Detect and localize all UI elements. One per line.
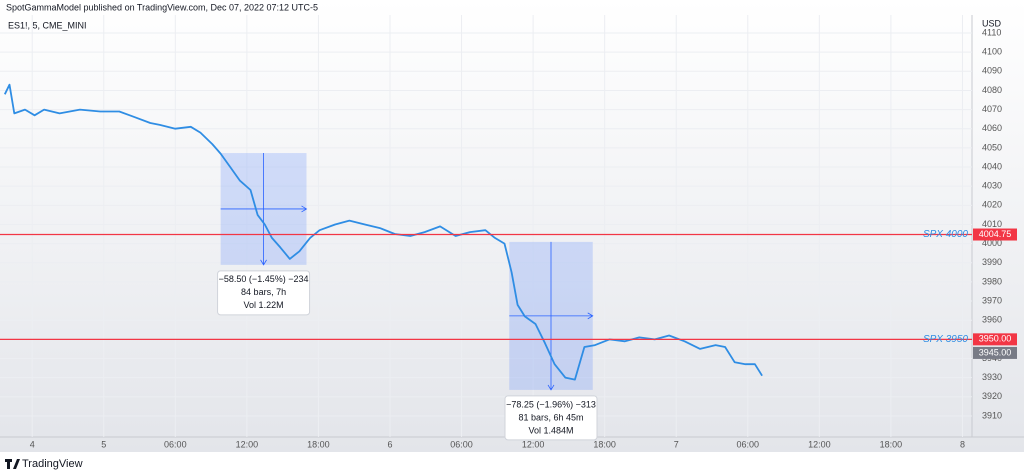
y-tick-label: 3920 xyxy=(982,391,1002,401)
brand-logo xyxy=(5,459,20,469)
measure-label: 81 bars, 6h 45m xyxy=(518,412,583,422)
brand: TradingView xyxy=(22,458,83,470)
level-name: SPX 4000 xyxy=(923,229,968,240)
level-price-tag xyxy=(973,228,1017,241)
y-tick-label: 4080 xyxy=(982,85,1002,95)
chart-subtitle: ES1!, 5, CME_MINI xyxy=(8,20,87,30)
x-tick-label: 8 xyxy=(960,439,965,449)
x-tick-label: 5 xyxy=(101,439,106,449)
measure-label: Vol 1.484M xyxy=(528,425,573,435)
y-tick-label: 4030 xyxy=(982,181,1002,191)
measure-arrow xyxy=(220,153,308,266)
y-tick-label: 4010 xyxy=(982,219,1002,229)
y-tick-label: 4040 xyxy=(982,161,1002,171)
measure-label: 84 bars, 7h xyxy=(241,287,286,297)
y-tick-label: 4050 xyxy=(982,142,1002,152)
x-tick-label: 12:00 xyxy=(236,439,259,449)
y-tick-label: 4090 xyxy=(982,66,1002,76)
x-tick-label: 06:00 xyxy=(737,439,760,449)
y-tick-label: 4110 xyxy=(982,27,1001,37)
measure-arrow xyxy=(509,241,594,391)
y-tick-label: 4100 xyxy=(982,47,1002,57)
measure-label-box xyxy=(504,395,598,441)
y-tick-label: 4000 xyxy=(982,238,1002,248)
x-tick-label: 18:00 xyxy=(307,439,330,449)
y-tick-label: 3970 xyxy=(982,295,1002,305)
y-tick-label: 4020 xyxy=(982,200,1002,210)
y-tick-label: 3960 xyxy=(982,315,1002,325)
level-price-label: 3950.00 xyxy=(979,334,1012,344)
x-tick-label: 6 xyxy=(387,439,392,449)
y-tick-label: 4070 xyxy=(982,104,1002,114)
price-line xyxy=(3,83,763,381)
last-price-label: 3945.00 xyxy=(979,347,1012,357)
y-tick-label: 3930 xyxy=(982,372,1002,382)
x-tick-label: 7 xyxy=(674,439,679,449)
x-tick-label: 4 xyxy=(30,439,35,449)
y-axis-label: USD xyxy=(982,18,1002,28)
level-price-tag xyxy=(973,333,1017,346)
y-tick-label: 3980 xyxy=(982,276,1002,286)
y-tick-label: 3910 xyxy=(982,410,1002,420)
last-price-tag xyxy=(973,346,1017,359)
x-tick-label: 12:00 xyxy=(522,439,545,449)
plot-background xyxy=(0,0,1024,452)
x-tick-label: 12:00 xyxy=(808,439,831,449)
level-price-label: 4004.75 xyxy=(979,229,1012,239)
measure-label: −78.25 (−1.96%) −313 xyxy=(506,399,596,409)
y-tick-label: 4060 xyxy=(982,123,1002,133)
y-tick-label: 3990 xyxy=(982,257,1002,267)
x-tick-label: 06:00 xyxy=(164,439,187,449)
x-tick-label: 06:00 xyxy=(450,439,473,449)
x-tick-label: 18:00 xyxy=(880,439,903,449)
measure-label: −58.50 (−1.45%) −234 xyxy=(219,274,309,284)
measure-label-box xyxy=(217,270,311,316)
measure-label: Vol 1.22M xyxy=(244,300,284,310)
level-name: SPX 3950 xyxy=(923,334,968,345)
x-tick-label: 18:00 xyxy=(593,439,616,449)
chart-title: SpotGammaModel published on TradingView.… xyxy=(6,2,318,12)
